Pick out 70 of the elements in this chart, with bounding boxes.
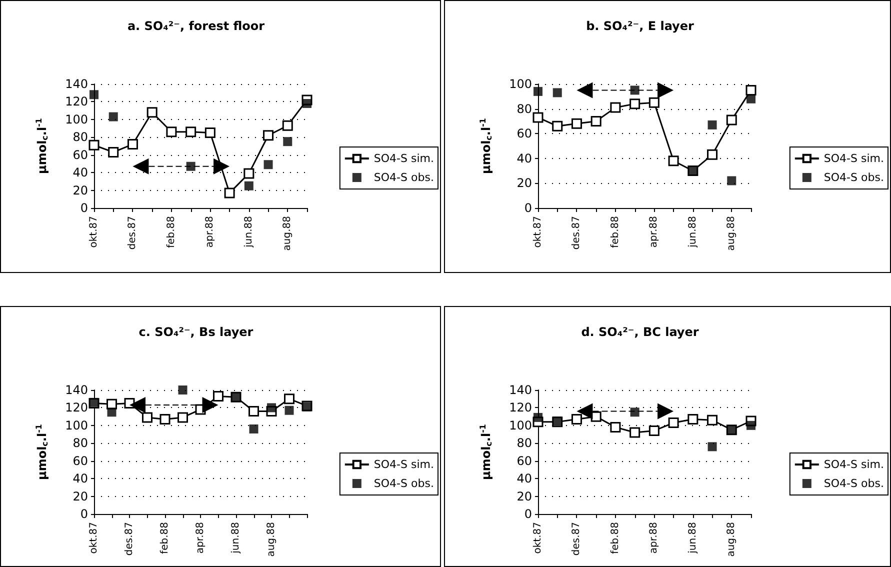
y-tick-label: 60 <box>72 148 88 162</box>
x-tick-label: des.87 <box>571 522 582 556</box>
x-tick-label: jun.88 <box>243 216 254 248</box>
chart-title: d. SO₄²⁻, BC layer <box>581 325 699 339</box>
x-tick-label: apr.88 <box>204 216 216 248</box>
x-tick-label: okt.87 <box>88 216 100 248</box>
y-tick-label: 100 <box>509 418 532 432</box>
y-tick-label: 60 <box>516 454 532 468</box>
x-tick-label: des.87 <box>127 216 138 250</box>
y-axis-title: μmolc.l-1 <box>34 424 50 480</box>
y-axis-title: μmolc.l-1 <box>478 424 494 480</box>
y-tick-label: 0 <box>80 507 88 521</box>
x-tick-label: apr.88 <box>648 522 660 554</box>
x-tick-label: feb.88 <box>610 216 621 248</box>
y-tick-label: 40 <box>72 166 88 180</box>
y-tick-label: 100 <box>509 77 532 91</box>
y-tick-label: 80 <box>516 102 532 116</box>
y-tick-label: 20 <box>516 176 532 190</box>
legend-label: SO4-S sim. <box>824 458 884 471</box>
x-tick-label: feb.88 <box>160 522 170 554</box>
x-tick-label: feb.88 <box>610 522 621 554</box>
legend-label: SO4-S obs. <box>374 171 434 184</box>
x-tick-label: aug.88 <box>266 522 277 557</box>
y-tick-label: 20 <box>516 489 532 504</box>
y-axis-title: μmolc.l-1 <box>34 118 50 174</box>
y-tick-label: 140 <box>65 77 88 91</box>
y-tick-label: 60 <box>516 126 532 141</box>
x-tick-label: jun.88 <box>687 216 698 248</box>
legend-label: SO4-S sim. <box>374 458 434 471</box>
x-tick-label: okt.87 <box>88 522 100 554</box>
y-tick-label: 40 <box>516 472 532 486</box>
x-tick-label: des.87 <box>124 522 135 556</box>
y-tick-label: 100 <box>65 418 88 432</box>
y-tick-label: 80 <box>72 436 88 450</box>
y-tick-label: 20 <box>72 183 88 198</box>
y-tick-label: 20 <box>72 489 88 504</box>
legend-label: SO4-S obs. <box>824 171 884 184</box>
x-tick-label: feb.88 <box>166 216 177 248</box>
x-tick-label: okt.87 <box>532 522 544 554</box>
x-tick-label: jun.88 <box>230 522 242 554</box>
y-tick-label: 80 <box>516 436 532 450</box>
y-tick-label: 0 <box>80 201 88 215</box>
legend-label: SO4-S sim. <box>374 152 434 165</box>
legend-label: SO4-S sim. <box>824 152 884 165</box>
x-tick-label: okt.87 <box>532 216 544 248</box>
chart-title: a. SO₄²⁻, forest floor <box>127 19 265 33</box>
x-tick-label: des.87 <box>571 216 582 250</box>
y-tick-label: 60 <box>72 454 88 468</box>
y-tick-label: 40 <box>516 151 532 166</box>
legend-label: SO4-S obs. <box>374 477 434 490</box>
y-tick-label: 140 <box>509 383 532 397</box>
y-axis-title: μmolc.l-1 <box>478 118 494 174</box>
y-tick-label: 120 <box>509 400 532 415</box>
chart-title: c. SO₄²⁻, Bs layer <box>138 325 254 339</box>
x-tick-label: apr.88 <box>195 522 206 554</box>
y-tick-label: 0 <box>524 507 532 521</box>
legend-label: SO4-S obs. <box>824 477 884 490</box>
x-tick-label: jun.88 <box>687 522 698 554</box>
y-tick-label: 140 <box>65 383 88 397</box>
y-tick-label: 80 <box>72 130 88 144</box>
x-tick-label: aug.88 <box>282 216 294 251</box>
chart-title: b. SO₄²⁻, E layer <box>586 19 694 33</box>
x-tick-label: apr.88 <box>648 216 660 248</box>
y-tick-label: 40 <box>72 472 88 486</box>
y-tick-label: 100 <box>65 112 88 126</box>
y-tick-label: 120 <box>65 400 88 415</box>
y-tick-label: 120 <box>65 94 88 109</box>
x-tick-label: aug.88 <box>726 522 738 557</box>
x-tick-label: aug.88 <box>726 216 738 251</box>
y-tick-label: 0 <box>524 201 532 215</box>
